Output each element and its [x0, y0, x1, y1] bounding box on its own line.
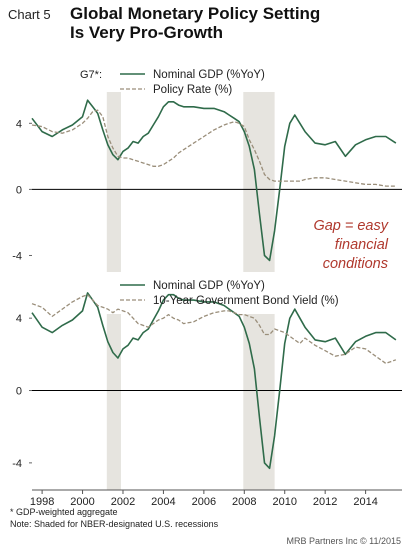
xtick-label-2012: 2012	[313, 496, 337, 508]
bottom-series-bond-yield-line	[31, 294, 397, 365]
chart-title-line-1: Global Monetary Policy Setting	[70, 4, 321, 23]
source-credit: MRB Partners Inc © 11/2015	[286, 536, 401, 546]
top-legend-prefix: G7*:	[80, 69, 102, 81]
bottom-ytick-label: 4	[16, 313, 22, 325]
bottom-series-gdp-line	[31, 292, 397, 470]
top-ytick-label: 0	[16, 184, 22, 196]
footnote-recessions: Note: Shaded for NBER-designated U.S. re…	[10, 519, 219, 529]
xtick-label-2000: 2000	[70, 496, 94, 508]
chart-title: Global Monetary Policy Setting Is Very P…	[70, 4, 320, 42]
chart-title-line-2: Is Very Pro-Growth	[70, 23, 224, 42]
xtick-label-2002: 2002	[111, 496, 135, 508]
bottom-recession-band-1	[106, 314, 121, 490]
chart-header: Chart 5 Global Monetary Policy Setting I…	[0, 0, 407, 50]
top-series-policy-rate-line	[31, 109, 396, 187]
top-series-gdp-line	[31, 99, 397, 262]
xtick-label-2014: 2014	[353, 496, 377, 508]
bottom-ytick-label: -4	[12, 458, 22, 470]
xtick-label-1998: 1998	[30, 496, 54, 508]
bottom-legend-label-1: Nominal GDP (%YoY)	[153, 280, 265, 292]
xtick-label-2010: 2010	[272, 496, 296, 508]
top-ytick-label: 4	[16, 118, 22, 130]
top-legend-label-2: Policy Rate (%)	[153, 84, 232, 96]
chart-number: Chart 5	[8, 7, 51, 22]
top-recession-band-2	[243, 92, 275, 272]
top-legend-label-1: Nominal GDP (%YoY)	[153, 69, 265, 81]
top-ytick-label: -4	[12, 250, 22, 262]
xtick-label-2008: 2008	[232, 496, 256, 508]
gap-annotation-line-2: financial	[335, 237, 389, 253]
bottom-ytick-label: 0	[16, 386, 22, 398]
xtick-label-2004: 2004	[151, 496, 175, 508]
footnote-aggregate: * GDP-weighted aggregate	[10, 507, 118, 517]
gap-annotation-line-3: conditions	[323, 256, 388, 272]
bottom-legend-label-2: 10-Year Government Bond Yield (%)	[153, 295, 339, 307]
top-recession-band-1	[106, 92, 121, 272]
gap-annotation-line-1: Gap = easy	[313, 218, 388, 234]
xtick-label-2006: 2006	[192, 496, 216, 508]
